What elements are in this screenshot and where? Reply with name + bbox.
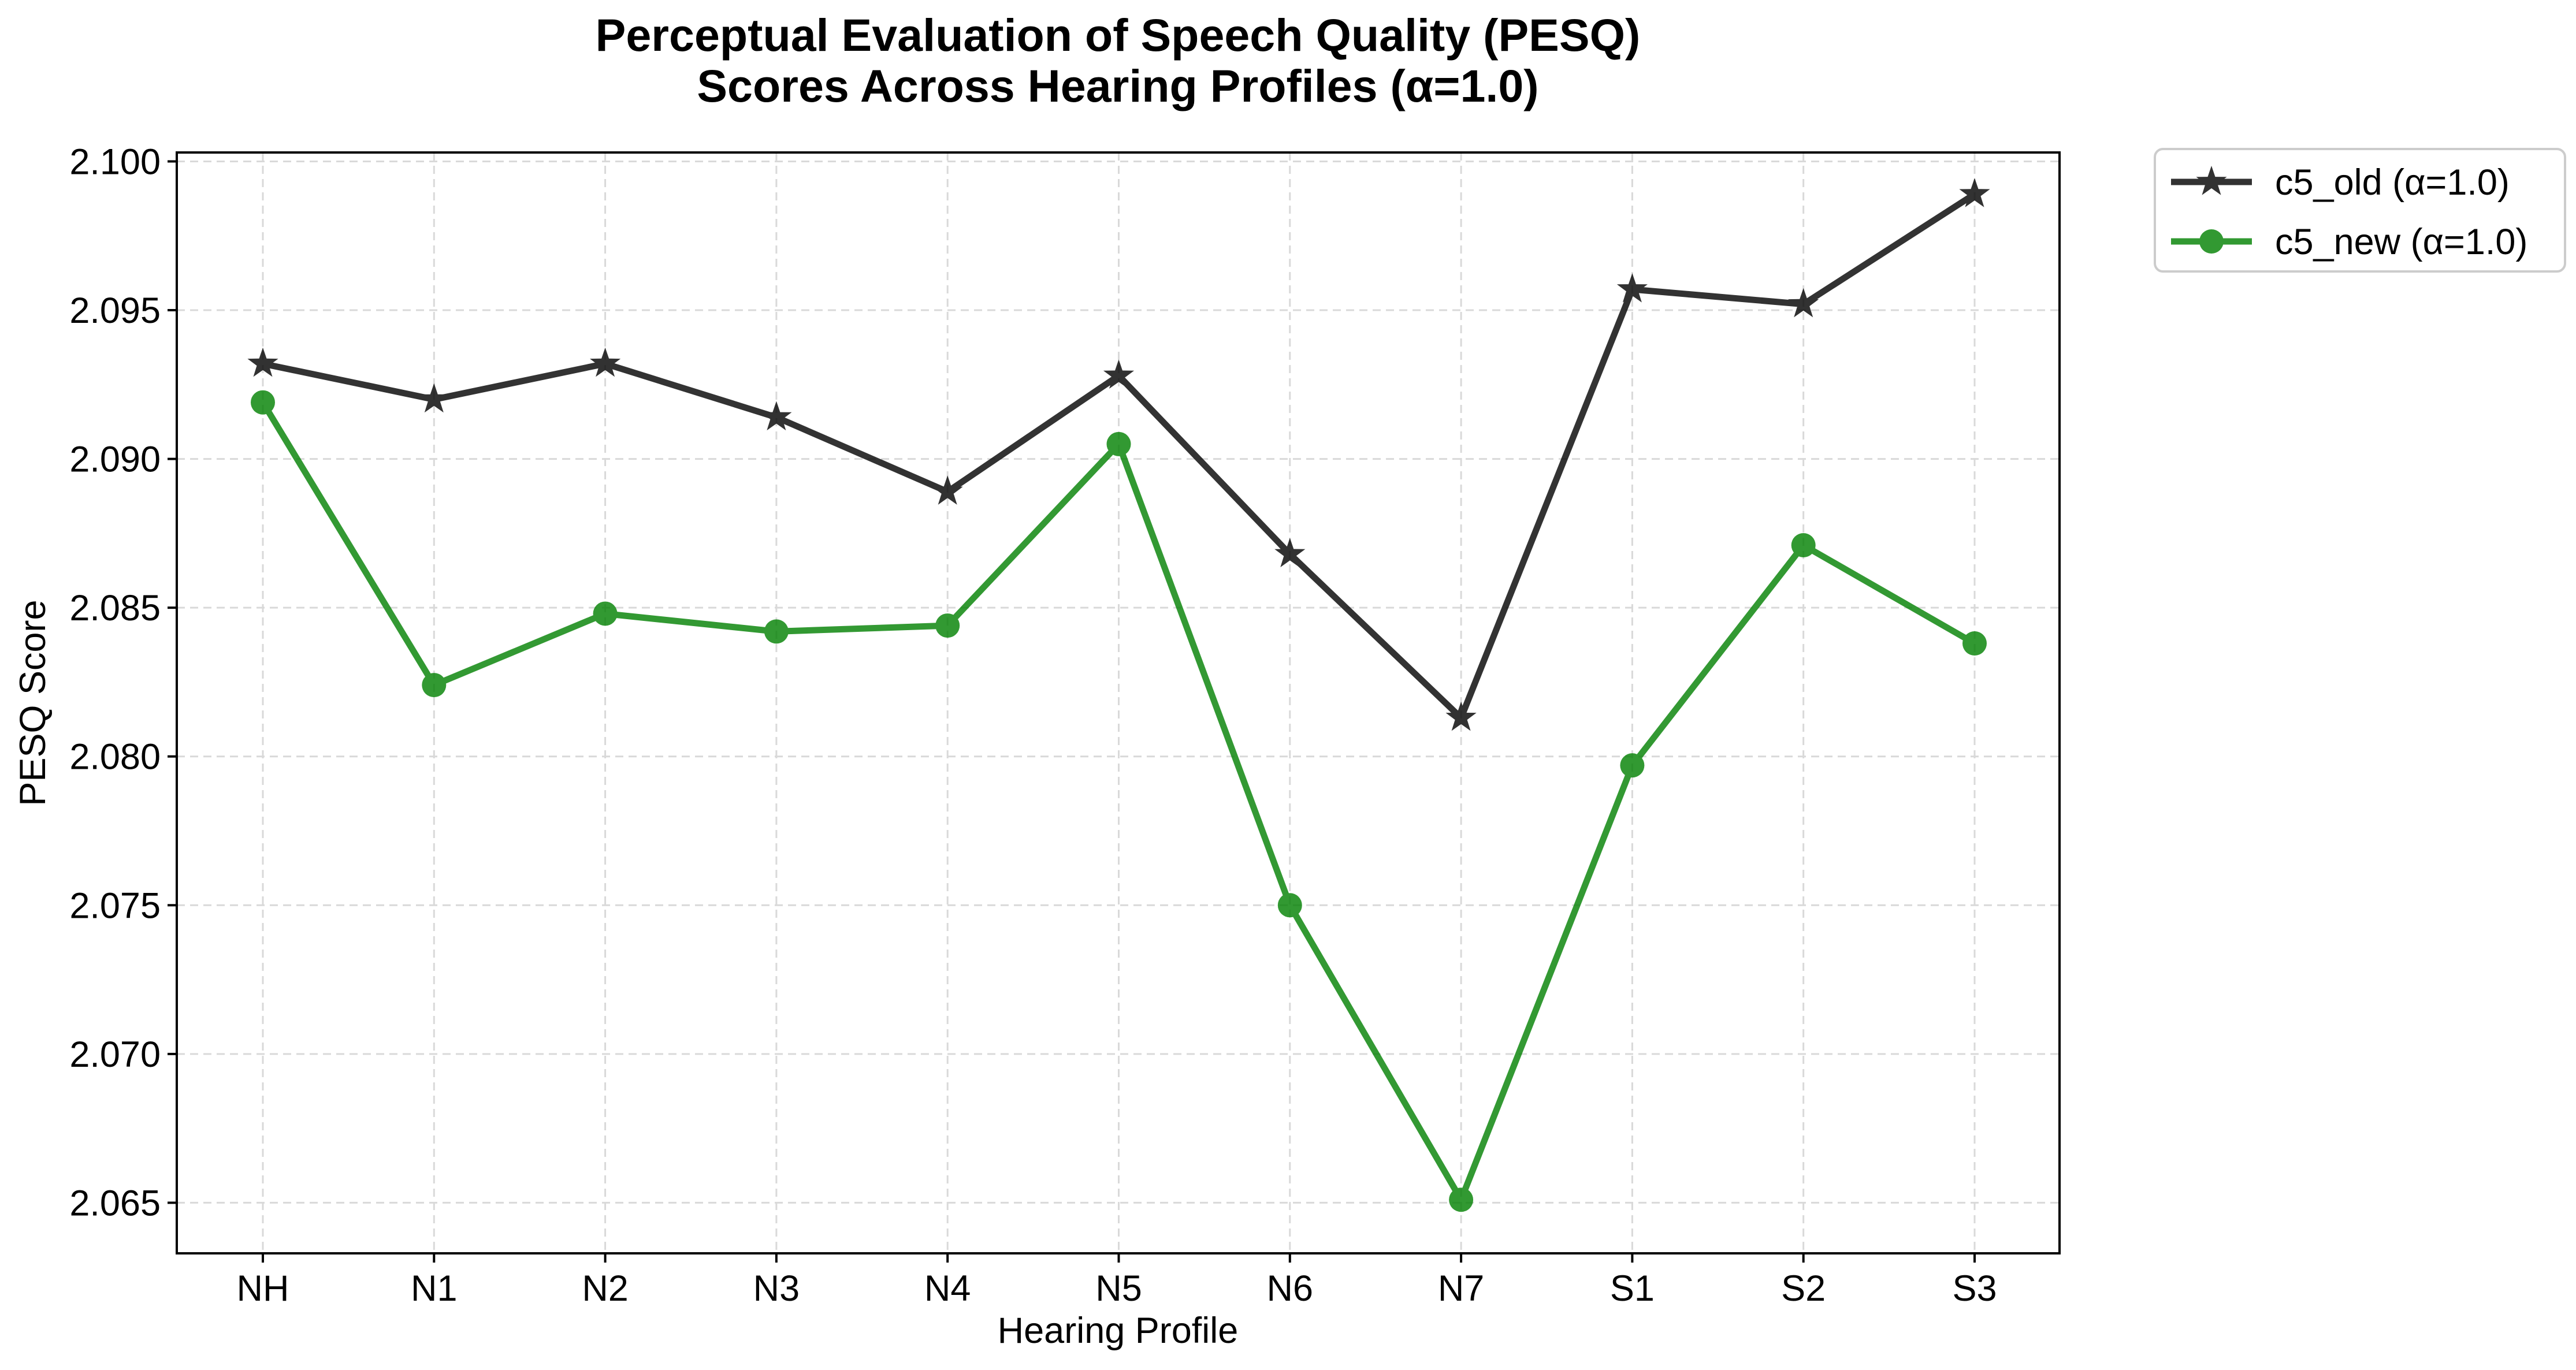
- y-axis-label: PESQ Score: [13, 600, 53, 806]
- x-tick-label: N1: [411, 1268, 458, 1309]
- y-axis-ticks: 2.065 2.070 2.075 2.080 2.085 2.090 2.095 2.100: [69, 142, 177, 1223]
- data-point-circle: [1449, 1187, 1474, 1212]
- data-point-circle: [935, 613, 960, 638]
- legend-marker-circle: [2199, 229, 2224, 254]
- chart-title-line-2: Scores Across Hearing Profiles (α=1.0): [697, 60, 1538, 111]
- data-point-star: [1274, 538, 1306, 568]
- x-tick-label: S2: [1781, 1268, 1826, 1309]
- data-point-circle: [422, 673, 447, 698]
- y-tick-label: 2.085: [69, 588, 161, 628]
- data-point-circle: [251, 390, 275, 415]
- y-tick-label: 2.090: [69, 440, 161, 480]
- x-axis-label: Hearing Profile: [998, 1311, 1239, 1351]
- x-tick-label: S3: [1952, 1268, 1997, 1309]
- data-point-star: [1103, 359, 1135, 389]
- data-point-circle: [1791, 533, 1816, 557]
- x-tick-label: N2: [582, 1268, 629, 1309]
- x-tick-label: N6: [1267, 1268, 1314, 1309]
- x-axis-ticks: NH N1 N2 N3 N4 N5 N6 N7 S1 S2 S3: [237, 1253, 1997, 1309]
- data-point-star: [1959, 178, 1990, 207]
- data-point-circle: [1106, 431, 1131, 456]
- data-point-star: [932, 475, 963, 505]
- legend-entry: [2171, 229, 2252, 254]
- grid-lines: [177, 152, 2060, 1253]
- x-tick-label: N4: [924, 1268, 971, 1309]
- data-point-star: [1616, 273, 1648, 303]
- data-point-circle: [1620, 753, 1645, 778]
- chart-title-line-1: Perceptual Evaluation of Speech Quality …: [596, 9, 1641, 61]
- x-tick-label: N3: [753, 1268, 800, 1309]
- x-tick-label: N7: [1438, 1268, 1485, 1309]
- y-tick-label: 2.070: [69, 1034, 161, 1075]
- data-point-circle: [593, 601, 618, 626]
- data-series: [247, 178, 1990, 1212]
- legend-entry: [2171, 166, 2252, 195]
- series-1: [251, 390, 1987, 1212]
- data-point-circle: [1962, 631, 1987, 656]
- data-point-star: [1445, 701, 1477, 731]
- data-point-circle: [1277, 893, 1302, 918]
- legend-marker-star: [2196, 166, 2227, 195]
- legend: c5_old (α=1.0) c5_new (α=1.0): [2154, 148, 2566, 273]
- y-tick-label: 2.065: [69, 1183, 161, 1223]
- data-point-star: [1788, 288, 1819, 318]
- y-tick-label: 2.100: [69, 142, 161, 182]
- data-point-star: [761, 401, 792, 431]
- data-point-star: [247, 347, 278, 377]
- y-tick-label: 2.075: [69, 885, 161, 926]
- legend-frame: [2154, 148, 2566, 273]
- x-tick-label: NH: [237, 1268, 289, 1309]
- data-point-star: [590, 347, 621, 377]
- legend-label: c5_new (α=1.0): [2275, 222, 2527, 262]
- y-tick-label: 2.080: [69, 737, 161, 777]
- series-line: [260, 400, 1976, 1203]
- x-tick-label: S1: [1610, 1268, 1655, 1309]
- data-point-star: [418, 383, 449, 413]
- y-tick-label: 2.095: [69, 291, 161, 331]
- x-tick-label: N5: [1095, 1268, 1142, 1309]
- legend-label: c5_old (α=1.0): [2275, 162, 2510, 203]
- data-point-circle: [764, 619, 789, 644]
- series-0: [247, 178, 1990, 731]
